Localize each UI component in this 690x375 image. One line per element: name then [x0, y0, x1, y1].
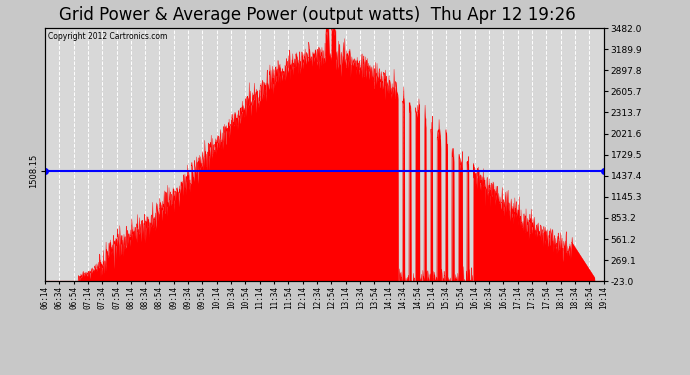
Text: Copyright 2012 Cartronics.com: Copyright 2012 Cartronics.com [48, 32, 167, 41]
Text: Grid Power & Average Power (output watts)  Thu Apr 12 19:26: Grid Power & Average Power (output watts… [59, 6, 575, 24]
